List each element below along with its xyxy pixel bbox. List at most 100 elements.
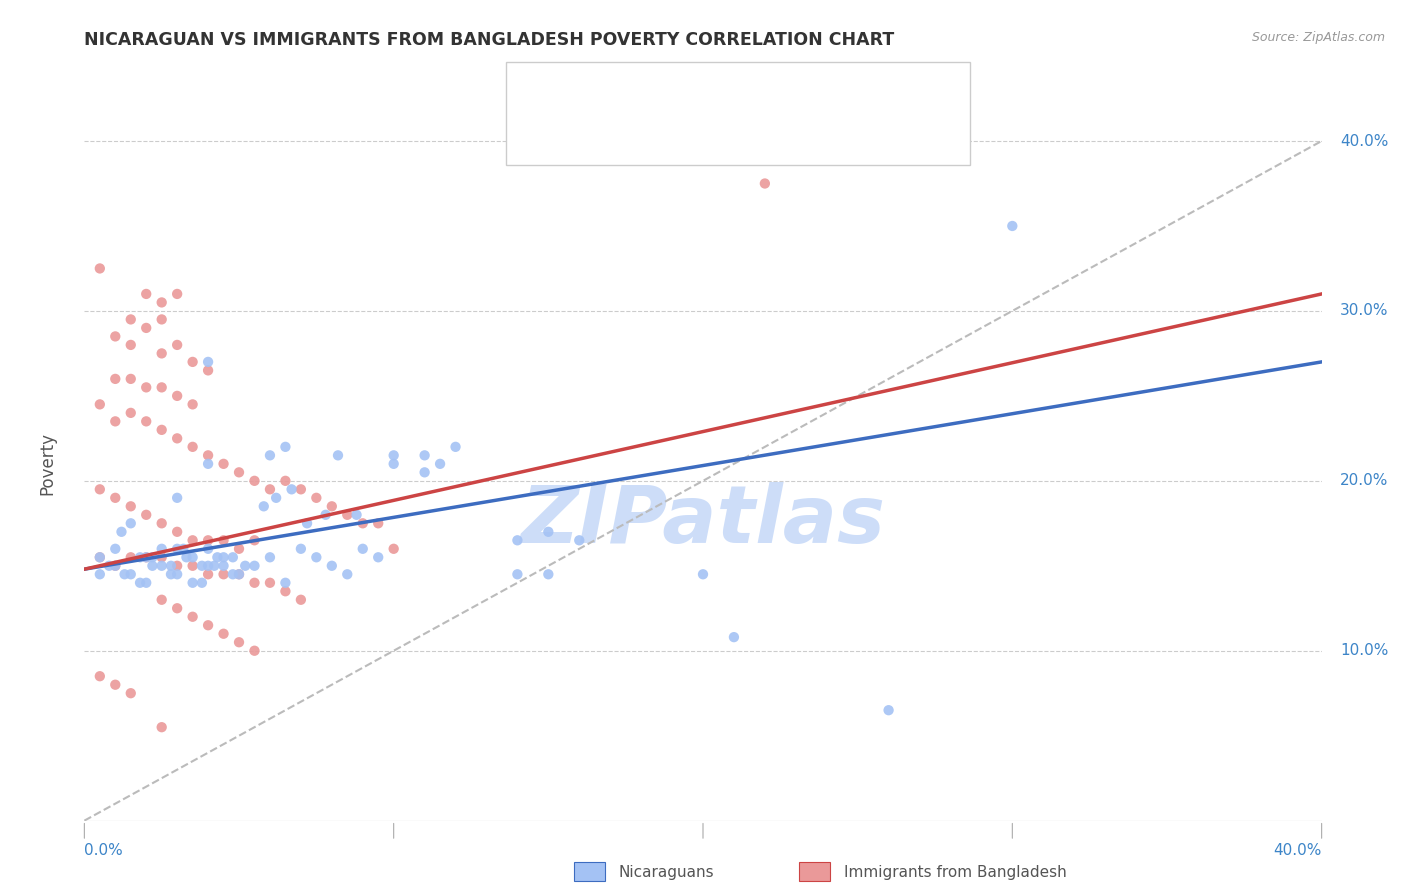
Point <box>135 321 157 335</box>
Point <box>150 550 173 565</box>
Point <box>120 338 142 352</box>
Point <box>120 516 142 531</box>
Point <box>89 261 111 276</box>
Point <box>537 524 560 539</box>
Point <box>382 541 405 556</box>
Point <box>89 397 111 411</box>
Point <box>150 380 173 394</box>
Point <box>233 558 256 573</box>
Point <box>120 500 142 514</box>
Point <box>129 550 152 565</box>
Text: 40.0%: 40.0% <box>1274 843 1322 858</box>
Point <box>181 550 204 565</box>
Point <box>274 440 297 454</box>
Point <box>259 575 281 590</box>
Point <box>290 592 312 607</box>
Point <box>89 550 111 565</box>
Point <box>160 558 183 573</box>
Point <box>264 491 287 505</box>
Point <box>104 372 127 386</box>
Point <box>114 567 136 582</box>
Point <box>160 567 183 582</box>
Point <box>120 550 142 565</box>
Point <box>181 440 204 454</box>
Point <box>321 500 343 514</box>
Point <box>243 644 266 658</box>
Point <box>181 558 204 573</box>
Point <box>120 406 142 420</box>
Point <box>197 533 219 548</box>
Bar <box>531 131 571 156</box>
Point <box>228 635 250 649</box>
Point <box>150 295 173 310</box>
Point <box>191 575 214 590</box>
Point <box>197 618 219 632</box>
Point <box>89 669 111 683</box>
Point <box>197 448 219 462</box>
Point <box>259 448 281 462</box>
Point <box>135 508 157 522</box>
Point <box>166 338 188 352</box>
Point <box>259 550 281 565</box>
Point <box>367 550 389 565</box>
Point <box>877 703 900 717</box>
Point <box>243 533 266 548</box>
Text: 40.0%: 40.0% <box>1340 134 1389 149</box>
Point <box>413 448 436 462</box>
Point <box>321 558 343 573</box>
Point <box>202 558 225 573</box>
Point <box>290 541 312 556</box>
Point <box>135 380 157 394</box>
Point <box>212 567 235 582</box>
Point <box>150 720 173 734</box>
Point <box>228 567 250 582</box>
Point <box>166 567 188 582</box>
Point <box>181 355 204 369</box>
Point <box>197 567 219 582</box>
Point <box>89 567 111 582</box>
Point <box>754 177 776 191</box>
Point <box>243 575 266 590</box>
Point <box>222 567 245 582</box>
Text: 0.0%: 0.0% <box>84 843 124 858</box>
Point <box>228 466 250 480</box>
Point <box>253 500 276 514</box>
Point <box>197 355 219 369</box>
Point <box>506 533 529 548</box>
Point <box>243 474 266 488</box>
Text: N = 69: N = 69 <box>742 77 804 95</box>
Point <box>429 457 451 471</box>
Text: 30.0%: 30.0% <box>1340 303 1389 318</box>
Point <box>305 550 328 565</box>
Point <box>172 541 194 556</box>
Point <box>166 287 188 301</box>
Point <box>382 457 405 471</box>
Point <box>89 550 111 565</box>
Point <box>723 630 745 644</box>
Text: R = 0.280: R = 0.280 <box>588 77 678 95</box>
Text: Source: ZipAtlas.com: Source: ZipAtlas.com <box>1251 31 1385 45</box>
Point <box>280 483 302 497</box>
Point <box>197 541 219 556</box>
Point <box>104 329 127 343</box>
Bar <box>531 73 571 98</box>
Text: R = 0.398: R = 0.398 <box>588 135 679 153</box>
Point <box>110 524 132 539</box>
Point <box>104 541 127 556</box>
Point <box>444 440 467 454</box>
Point <box>181 609 204 624</box>
Point <box>228 567 250 582</box>
Point <box>295 516 318 531</box>
Point <box>150 592 173 607</box>
Point <box>274 584 297 599</box>
Point <box>135 287 157 301</box>
Point <box>181 397 204 411</box>
Point <box>135 550 157 565</box>
Point <box>166 389 188 403</box>
Point <box>243 558 266 573</box>
Point <box>120 686 142 700</box>
Point <box>166 558 188 573</box>
Point <box>150 541 173 556</box>
Point <box>135 414 157 428</box>
Point <box>104 491 127 505</box>
